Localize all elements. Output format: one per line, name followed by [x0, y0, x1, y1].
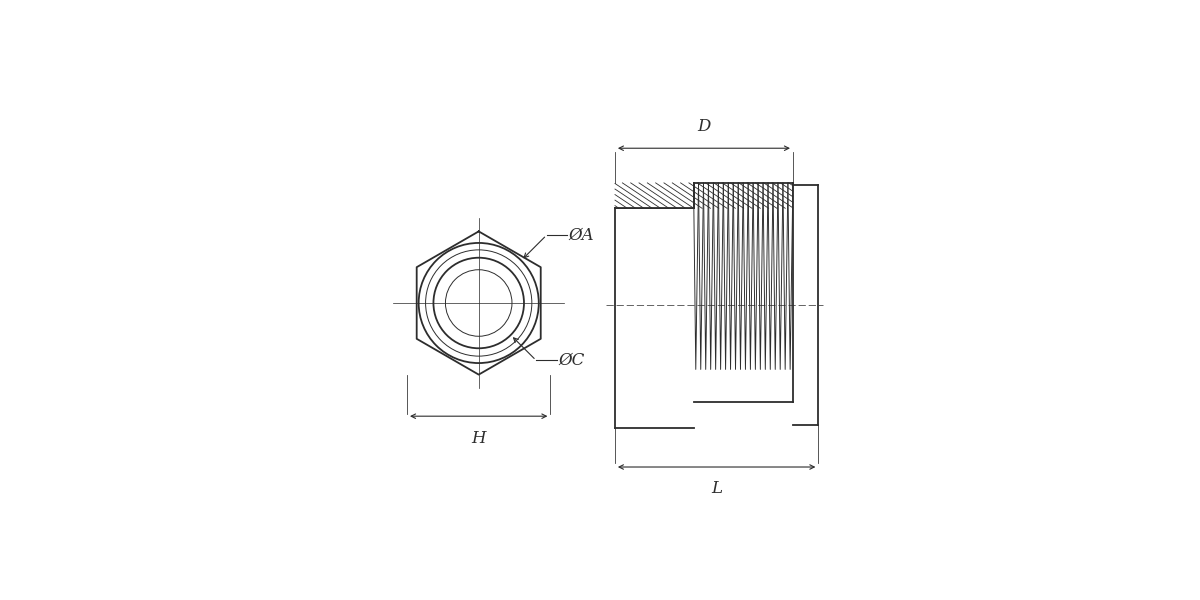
Text: ØA: ØA — [569, 227, 594, 244]
Text: H: H — [472, 430, 486, 447]
Text: D: D — [697, 118, 710, 135]
Text: L: L — [712, 480, 722, 497]
Text: ØC: ØC — [558, 352, 584, 369]
